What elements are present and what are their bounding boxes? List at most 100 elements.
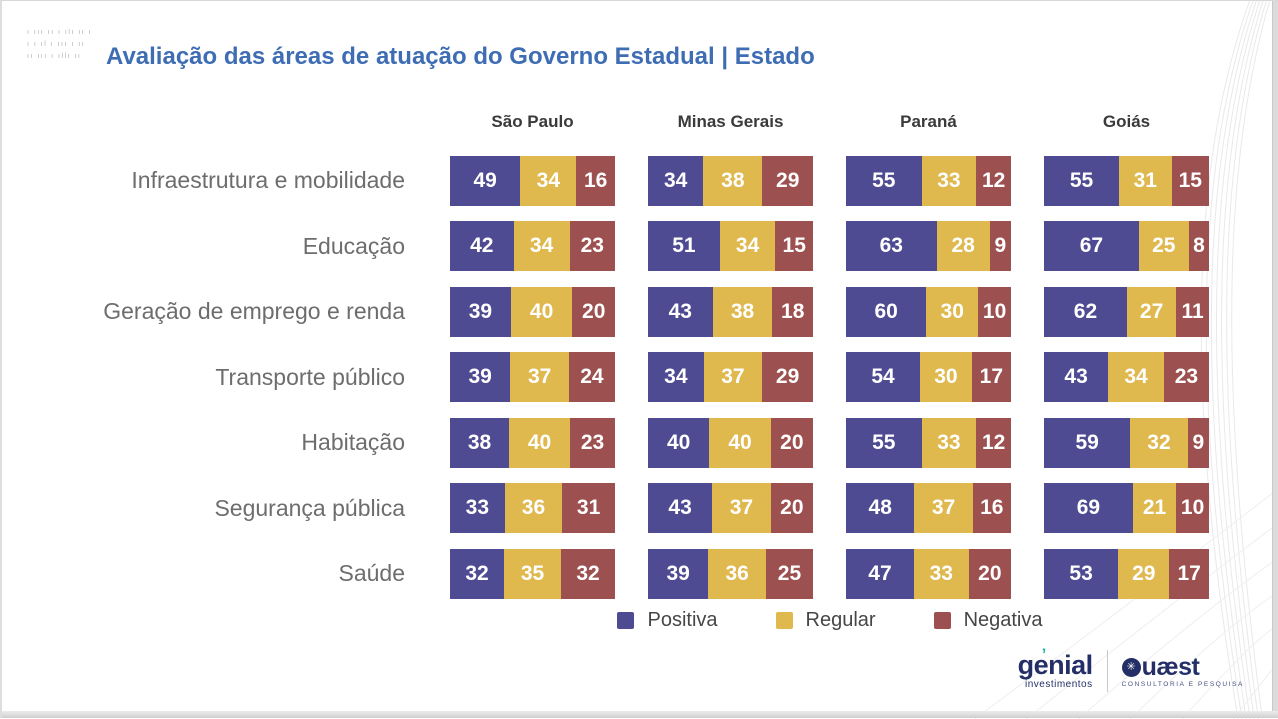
bar-segment-regular: 30 [926, 286, 979, 337]
stacked-bar: 54 30 17 [846, 352, 1011, 403]
bar-segment-negativa: 29 [762, 352, 814, 403]
stacked-bar: 60 30 10 [846, 286, 1012, 337]
stacked-bar: 39 37 24 [450, 352, 615, 403]
bar-segment-regular: 34 [520, 155, 577, 206]
bar-segment-positiva: 33 [450, 483, 505, 534]
stacked-bar: 47 33 20 [846, 548, 1011, 599]
bar-segment-positiva: 42 [450, 221, 514, 272]
bar-segment-regular: 38 [712, 286, 773, 337]
bar-segment-regular: 34 [719, 221, 776, 272]
quaest-logo: ✳ uæst CONSULTORIA E PESQUISA [1121, 652, 1244, 688]
bar-segment-regular: 28 [936, 221, 990, 272]
bar-segment-regular: 33 [921, 417, 977, 468]
bar-segment-regular: 31 [1119, 155, 1172, 206]
genial-logo-subtitle: investimentos [1024, 679, 1093, 690]
bar-segment-regular: 25 [1138, 221, 1189, 272]
category-label: Transporte público [215, 363, 405, 390]
legend-label: Negativa [963, 609, 1043, 631]
bar-segment-negativa: 29 [762, 155, 813, 206]
stacked-bar: 43 34 23 [1044, 352, 1209, 403]
quaest-logo-subtitle: CONSULTORIA E PESQUISA [1121, 680, 1244, 688]
bar-segment-negativa: 23 [569, 221, 615, 272]
bar-segment-negativa: 20 [770, 483, 813, 534]
legend-swatch-positiva-icon [617, 612, 635, 629]
bar-segment-positiva: 55 [846, 155, 922, 206]
bar-segment-regular: 30 [920, 352, 972, 403]
bar-segment-negativa: 17 [1169, 548, 1209, 599]
column-header-parana: Paraná [900, 112, 957, 131]
bar-segment-positiva: 39 [648, 548, 709, 599]
bar-segment-negativa: 32 [560, 548, 616, 599]
legend-swatch-regular-icon [775, 612, 793, 629]
bar-segment-positiva: 67 [1044, 221, 1139, 272]
bar-segment-positiva: 55 [1044, 155, 1120, 206]
bar-segment-positiva: 59 [1044, 417, 1131, 468]
bar-segment-negativa: 31 [562, 483, 615, 534]
stacked-bar: 53 29 17 [1044, 548, 1209, 599]
corner-watermark: ı ııı ıı ı ılı ıı ı ı ı ıl ı ııı ı ıı ıı… [27, 27, 92, 63]
bar-segment-negativa: 20 [572, 286, 615, 337]
legend-label: Regular [805, 609, 876, 631]
bar-segment-positiva: 48 [846, 483, 915, 534]
bar-segment-negativa: 11 [1176, 286, 1209, 337]
stacked-bar: 33 36 31 [450, 483, 615, 534]
bar-segment-positiva: 43 [648, 286, 713, 337]
bar-segment-negativa: 10 [978, 286, 1012, 337]
bar-segment-positiva: 34 [648, 155, 704, 206]
bar-segment-negativa: 15 [1171, 155, 1209, 206]
bar-segment-negativa: 9 [989, 221, 1011, 272]
stacked-bar: 34 38 29 [648, 155, 813, 206]
stacked-bar: 49 34 16 [450, 155, 615, 206]
bar-segment-regular: 36 [504, 483, 563, 534]
bar-segment-regular: 37 [703, 352, 763, 403]
bar-segment-regular: 33 [913, 548, 969, 599]
bar-segment-regular: 27 [1126, 286, 1177, 337]
watermark-line: ı ı ıl ı ııı ı ıı [27, 41, 86, 48]
genial-logo: ’ genial investimentos [1018, 645, 1094, 690]
stacked-bar: 69 21 10 [1044, 483, 1210, 534]
bar-segment-regular: 34 [1108, 352, 1164, 403]
bar-segment-negativa: 16 [972, 483, 1011, 534]
bar-segment-negativa: 12 [976, 155, 1011, 206]
watermark-line: ı ııı ıı ı ılı ıı ı [27, 29, 93, 36]
bar-segment-negativa: 23 [1163, 352, 1209, 403]
stacked-bar: 67 25 8 [1044, 221, 1210, 272]
legend-swatch-negativa-icon [933, 612, 951, 629]
bar-segment-positiva: 51 [648, 221, 720, 272]
stacked-bar: 42 34 23 [450, 221, 615, 272]
stacked-bar: 48 37 16 [846, 483, 1011, 534]
stacked-bar: 39 36 25 [648, 548, 813, 599]
bar-segment-regular: 33 [921, 155, 977, 206]
legend-item-positiva: Positiva [617, 609, 718, 632]
bar-segment-regular: 34 [513, 221, 570, 272]
category-label: Educação [302, 232, 405, 259]
bar-segment-positiva: 63 [846, 221, 937, 272]
footer-logos: ’ genial investimentos ✳ uæst CONSULTORI… [1018, 645, 1244, 692]
bar-segment-regular: 37 [914, 483, 973, 534]
bar-segment-negativa: 16 [576, 155, 615, 206]
stacked-bar: 55 33 12 [846, 417, 1011, 468]
bar-segment-negativa: 18 [772, 286, 814, 337]
bar-segment-positiva: 34 [648, 352, 704, 403]
bar-segment-negativa: 24 [568, 352, 615, 403]
watermark-line: ıı ııı ı ıllı ıı [27, 53, 82, 60]
stacked-bar: 43 38 18 [648, 286, 814, 337]
stacked-bar: 55 33 12 [846, 155, 1011, 206]
stacked-bar: 40 40 20 [648, 417, 813, 468]
bar-segment-regular: 38 [703, 155, 763, 206]
stacked-bar: 43 37 20 [648, 483, 813, 534]
bar-segment-positiva: 43 [1044, 352, 1109, 403]
stacked-bar: 51 34 15 [648, 221, 813, 272]
bar-segment-negativa: 9 [1187, 417, 1209, 468]
stacked-bar: 38 40 23 [450, 417, 615, 468]
bar-segment-regular: 37 [510, 352, 569, 403]
column-header-goias: Goiás [1102, 112, 1151, 131]
bar-segment-positiva: 39 [450, 352, 511, 403]
chart-grid: São Paulo Minas Gerais Paraná Goiás Infr… [2, 104, 1210, 607]
quaest-logo-row: ✳ uæst [1121, 652, 1200, 681]
stacked-bar: 55 31 15 [1044, 155, 1209, 206]
bar-segment-negativa: 15 [775, 221, 813, 272]
quaest-logo-text: uæst [1141, 652, 1200, 681]
legend-item-negativa: Negativa [933, 609, 1043, 632]
